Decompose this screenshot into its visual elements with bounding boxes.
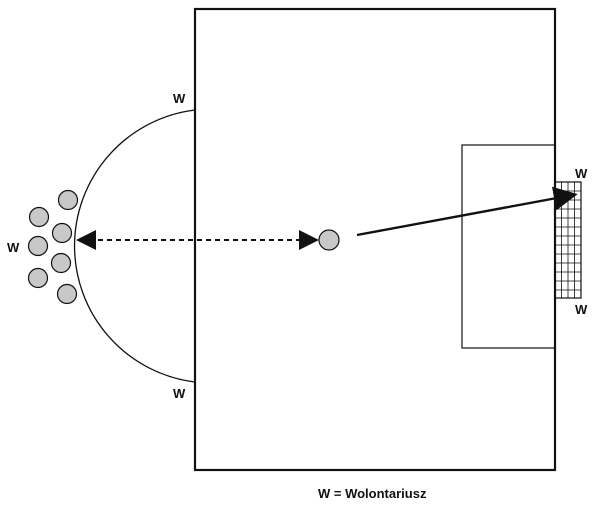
player-icon bbox=[56, 283, 78, 305]
legend-caption: W = Wolontariusz bbox=[318, 486, 427, 501]
pitch-outline bbox=[193, 7, 557, 472]
player-icon bbox=[57, 189, 79, 211]
penalty-box bbox=[461, 144, 556, 349]
player-icon bbox=[27, 235, 49, 257]
arc-line bbox=[73, 109, 196, 383]
goal-net-icon bbox=[554, 181, 582, 299]
player-center-icon bbox=[318, 229, 340, 251]
player-group bbox=[27, 189, 79, 305]
player-icon bbox=[27, 267, 49, 289]
volunteer-label-bottom: W bbox=[173, 386, 186, 401]
volunteer-label-group: W bbox=[7, 240, 20, 255]
volunteer-label-goal-bottom: W bbox=[575, 302, 588, 317]
volunteer-label-goal-top: W bbox=[575, 166, 588, 181]
player-icon bbox=[50, 252, 72, 274]
volunteer-label-top: W bbox=[173, 91, 186, 106]
player-icon bbox=[51, 222, 73, 244]
player-icon bbox=[28, 206, 50, 228]
shot-arrow bbox=[356, 186, 578, 237]
